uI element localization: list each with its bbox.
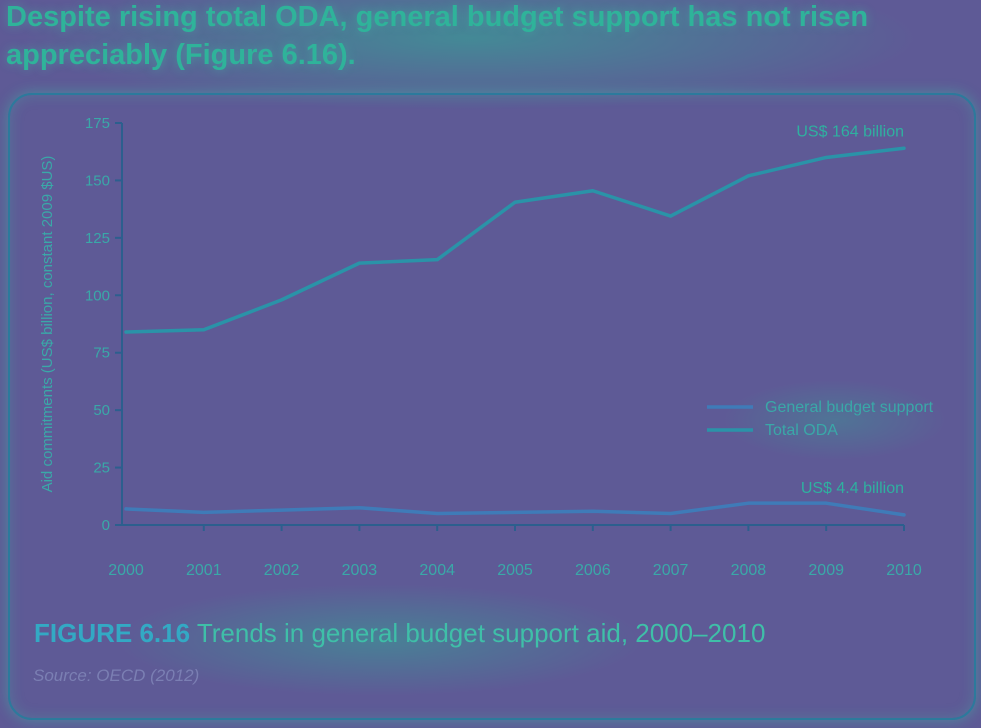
y-tick-label: 150 [85, 172, 110, 189]
y-tick-label: 0 [102, 517, 110, 534]
x-tick-label: 2005 [497, 562, 533, 579]
x-tick-label: 2008 [731, 562, 767, 579]
annotations: US$ 164 billion US$ 4.4 billion [796, 123, 904, 497]
headline: Despite rising total ODA, general budget… [6, 1, 869, 71]
x-tick-label: 2004 [419, 562, 455, 579]
figure-title: Trends in general budget support aid, 20… [196, 618, 766, 648]
x-tick-label: 2003 [342, 562, 378, 579]
y-tick-label: 100 [85, 287, 110, 304]
x-tick-label: 2007 [653, 562, 689, 579]
figure-caption: FIGURE 6.16 Trends in general budget sup… [34, 618, 765, 649]
value-annotation: US$ 164 billion [796, 123, 904, 140]
x-tick-label: 2010 [886, 562, 922, 579]
legend: General budget support Total ODA [707, 399, 934, 439]
source-note: Source: OECD (2012) [33, 666, 200, 685]
figure-label: FIGURE 6.16 [34, 618, 191, 648]
legend-label: Total ODA [765, 422, 838, 439]
y-tick-label: 175 [85, 115, 110, 132]
figure-panel [8, 93, 976, 720]
y-tick-label: 25 [93, 460, 110, 477]
x-tick-label: 2002 [264, 562, 300, 579]
value-annotation: US$ 4.4 billion [801, 480, 904, 497]
y-axis-title-group: Aid commitments (US$ billion, constant 2… [39, 156, 56, 493]
y-tick-label: 75 [93, 345, 110, 362]
y-ticks: 0 25 50 75 100 125 150 175 [85, 115, 122, 534]
series-line-total-oda [124, 146, 906, 334]
legend-label: General budget support [765, 399, 934, 416]
x-tick-label: 2009 [808, 562, 844, 579]
y-tick-label: 125 [85, 230, 110, 247]
x-ticks: 2000 2001 2002 2003 2004 2005 2006 2007 2008 2009… [108, 525, 922, 579]
x-tick-label: 2006 [575, 562, 611, 579]
y-axis-title: Aid commitments (US$ billion, constant 2… [39, 156, 56, 493]
x-tick-label: 2001 [186, 562, 222, 579]
series-line-general-budget-support [124, 501, 906, 517]
x-tick-label: 2000 [108, 562, 144, 579]
y-tick-label: 50 [93, 402, 110, 419]
series-lines [124, 146, 906, 517]
